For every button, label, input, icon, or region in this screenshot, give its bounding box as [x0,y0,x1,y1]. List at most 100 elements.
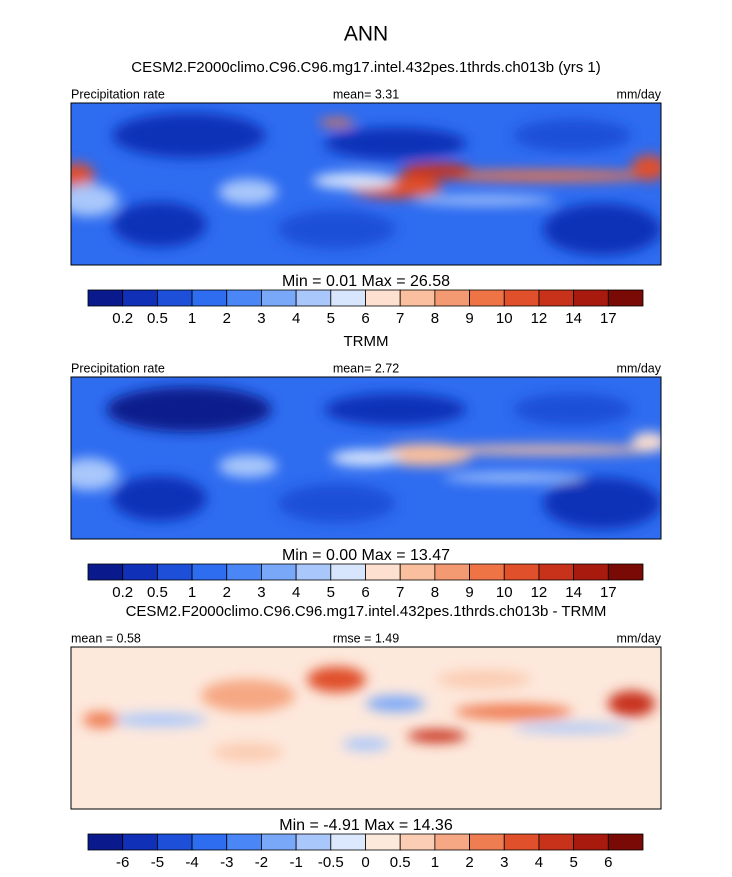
map-blob [631,154,661,181]
map-blob [607,690,656,717]
map-blob [454,703,573,720]
colorbar-label: 0.5 [147,310,168,327]
colorbar-box [261,833,297,851]
colorbar-label: 7 [396,310,404,327]
map-blob [71,162,95,189]
min-max: Min = 0.00 Max = 13.47 [282,547,450,564]
colorbar-label: 6 [604,854,612,871]
colorbar-box [365,289,401,307]
map-blob [413,195,555,206]
map-blob [377,443,473,467]
colorbar-label: -5 [151,854,164,871]
colorbar-box [469,563,505,581]
colorbar-box [191,563,228,581]
min-max: Min = -4.91 Max = 14.36 [279,817,453,834]
colorbar-label: -1 [289,854,302,871]
colorbar-box [365,563,401,581]
map-blob [324,127,467,160]
map-blob [407,729,467,743]
panel-center-label: rmse = 1.49 [333,631,399,645]
colorbar-box [330,563,366,581]
colorbar-label: 8 [431,584,439,601]
colorbar-box [156,289,193,307]
colorbar-box [295,563,332,581]
map-blob [112,201,207,248]
map-field [71,377,661,539]
panel-units: mm/day [617,631,662,645]
panel-left-label: Precipitation rate [71,361,165,375]
colorbar-label: -4 [185,854,198,871]
colorbar-box [434,833,470,851]
map-blob [106,386,272,433]
map-field [71,647,661,809]
map-blob [401,162,473,180]
map-blob [436,669,532,690]
colorbar-label: 3 [257,310,265,327]
colorbar-box [330,833,366,851]
colorbar-label: -6 [116,854,129,871]
map-frame [70,646,662,810]
colorbar-box [261,289,297,307]
map-blob [543,477,661,530]
map-blob [212,742,284,763]
panel-title: TRMM [344,333,389,350]
panel-title: CESM2.F2000climo.C96.C96.mg17.intel.432p… [126,603,607,620]
map-blobs [71,386,661,530]
panel-center-label: mean= 2.72 [333,361,399,375]
colorbar-box [573,289,609,307]
colorbar-label: 1 [188,584,196,601]
panel-left-label: Precipitation rate [71,87,165,101]
colorbar-box [573,833,609,851]
map-blob [324,393,467,426]
figure-title: ANN [344,23,388,46]
colorbar-box [607,833,644,851]
map-blob [366,695,425,712]
colorbar-label: 6 [361,584,369,601]
colorbar-label: -3 [220,854,233,871]
map-blobs [71,112,661,256]
colorbar-label: 4 [292,584,300,601]
colorbar-box [503,289,540,307]
colorbar-box [538,289,575,307]
colorbar-label: 12 [531,310,548,327]
map-blob [218,179,278,206]
panel-units: mm/day [617,87,662,101]
map-blob [82,711,119,729]
colorbar-box [87,289,124,307]
colorbar-box [156,563,193,581]
colorbar-box [226,833,262,851]
colorbar-label: -0.5 [318,854,344,871]
panel-left-label: mean = 0.58 [71,631,141,645]
colorbar-label: 1 [188,310,196,327]
colorbar-label: 5 [327,584,335,601]
colorbar-box [191,289,228,307]
colorbar-label: 14 [565,310,582,327]
map-field [71,103,661,265]
colorbar-label: 1 [431,854,439,871]
colorbar-label: 0.2 [112,310,133,327]
map-blob [71,458,119,491]
map-blob [112,475,207,522]
colorbar-box [295,289,332,307]
colorbar-label: 5 [569,854,577,871]
map-blob [312,172,396,189]
map-blob [342,737,390,751]
colorbar-label: 0.5 [390,854,411,871]
colorbar-label: -2 [255,854,268,871]
colorbar-box [434,563,470,581]
colorbar-label: 17 [600,310,617,327]
colorbar-label: 14 [565,584,582,601]
map-blob [71,184,119,217]
colorbar-label: 8 [431,310,439,327]
colorbar-box [226,289,262,307]
colorbar-box [503,833,540,851]
colorbar-box [87,833,124,851]
colorbar-label: 0.2 [112,584,133,601]
colorbar-label: 6 [361,310,369,327]
colorbar-label: 2 [465,854,473,871]
colorbar-box [538,833,575,851]
colorbar-box [538,563,575,581]
map-blob [513,723,632,733]
map-blob [112,112,266,159]
colorbar-box [122,289,158,307]
